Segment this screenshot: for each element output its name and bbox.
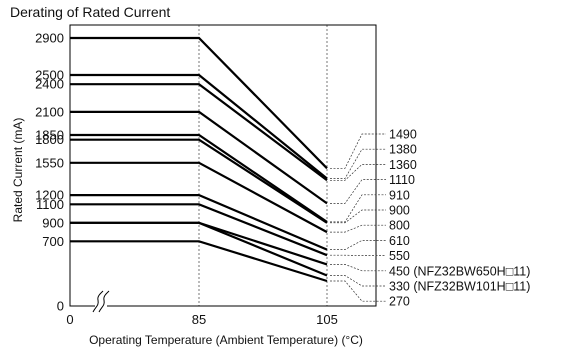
axis-break-mark bbox=[92, 290, 110, 313]
x-tick-85: 85 bbox=[192, 312, 206, 327]
end-label-7: 800 bbox=[389, 219, 410, 233]
leader-line-12 bbox=[330, 280, 386, 302]
y-tick-0: 0 bbox=[57, 299, 64, 314]
series-line-6 bbox=[70, 138, 328, 224]
series-line-11 bbox=[70, 221, 328, 277]
leader-line-7 bbox=[330, 224, 386, 233]
leader-line-10 bbox=[330, 264, 386, 272]
series-line-12 bbox=[70, 240, 328, 283]
leader-line-3 bbox=[330, 164, 386, 181]
end-label-1: 1490 bbox=[389, 128, 417, 142]
axis-break-stroke-2 bbox=[98, 290, 110, 313]
leader-line-11 bbox=[330, 275, 386, 287]
series-line-2 bbox=[70, 73, 328, 180]
series-line-9 bbox=[70, 203, 328, 257]
end-label-5: 910 bbox=[389, 188, 410, 202]
series-line-8 bbox=[70, 194, 328, 251]
leader-line-1 bbox=[330, 133, 386, 169]
leader-line-2 bbox=[330, 148, 386, 179]
y-tick-1850: 1850 bbox=[35, 128, 64, 143]
y-tick-700: 700 bbox=[42, 234, 64, 249]
leader-line-6 bbox=[330, 209, 386, 224]
y-tick-1800: 1800 bbox=[35, 132, 64, 147]
end-label-9: 550 bbox=[389, 249, 410, 263]
axis-break-stroke-1 bbox=[92, 290, 104, 313]
y-tick-2500: 2500 bbox=[35, 68, 64, 83]
y-tick-2400: 2400 bbox=[35, 77, 64, 92]
chart-title: Derating of Rated Current bbox=[10, 4, 170, 20]
y-tick-2100: 2100 bbox=[35, 104, 64, 119]
end-label-6: 900 bbox=[389, 204, 410, 218]
y-tick-2900: 2900 bbox=[35, 31, 64, 46]
x-tick-105: 105 bbox=[316, 312, 338, 327]
y-axis-label: Rated Current (mA) bbox=[11, 118, 25, 223]
series-line-3 bbox=[70, 83, 328, 182]
y-tick-900: 900 bbox=[42, 215, 64, 230]
series-line-10 bbox=[70, 221, 328, 266]
end-label-8: 610 bbox=[389, 234, 410, 248]
series-line-1 bbox=[70, 36, 328, 170]
end-label-2: 1380 bbox=[389, 143, 417, 157]
leader-lines bbox=[330, 133, 386, 302]
y-tick-1100: 1100 bbox=[36, 197, 64, 212]
x-tick-0: 0 bbox=[66, 312, 73, 327]
x-axis-label: Operating Temperature (Ambient Temperatu… bbox=[89, 333, 363, 347]
end-label-12: 270 bbox=[389, 295, 410, 309]
y-tick-1550: 1550 bbox=[35, 155, 64, 170]
end-label-3: 1360 bbox=[389, 158, 417, 172]
grid bbox=[198, 25, 328, 306]
x-tick-labels: 0 85 105 bbox=[66, 312, 337, 327]
leader-line-5 bbox=[330, 194, 386, 223]
series-layer bbox=[70, 36, 328, 283]
series-line-4 bbox=[70, 110, 328, 205]
end-label-10: 450 (NFZ32BW650H□11) bbox=[389, 264, 530, 278]
y-tick-1200: 1200 bbox=[35, 188, 64, 203]
series-line-5 bbox=[70, 133, 328, 223]
series-line-7 bbox=[70, 161, 328, 234]
end-label-4: 1110 bbox=[389, 173, 415, 187]
leader-line-8 bbox=[330, 240, 386, 250]
leader-line-4 bbox=[330, 179, 386, 204]
axis-break-gap bbox=[95, 296, 107, 312]
end-label-11: 330 (NFZ32BW101H□11) bbox=[389, 280, 530, 294]
plot-frame bbox=[69, 24, 377, 307]
